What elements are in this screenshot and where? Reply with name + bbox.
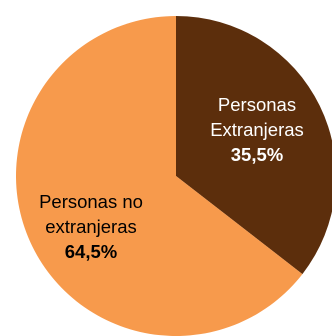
slice-value-extranjeras: 35,5%: [231, 144, 283, 165]
slice-label-extranjeras-line-2: Extranjeras: [210, 119, 304, 140]
slice-label-no-extranjeras-line-2: extranjeras: [45, 216, 137, 237]
slice-label-extranjeras-line-1: Personas: [218, 94, 296, 115]
slice-value-no-extranjeras: 64,5%: [65, 241, 117, 262]
slice-label-no-extranjeras-line-1: Personas no: [39, 191, 143, 212]
pie-slice-no-extranjeras: [16, 16, 303, 336]
pie-slices: [16, 16, 332, 336]
pie-slice-extranjeras: [176, 16, 332, 275]
